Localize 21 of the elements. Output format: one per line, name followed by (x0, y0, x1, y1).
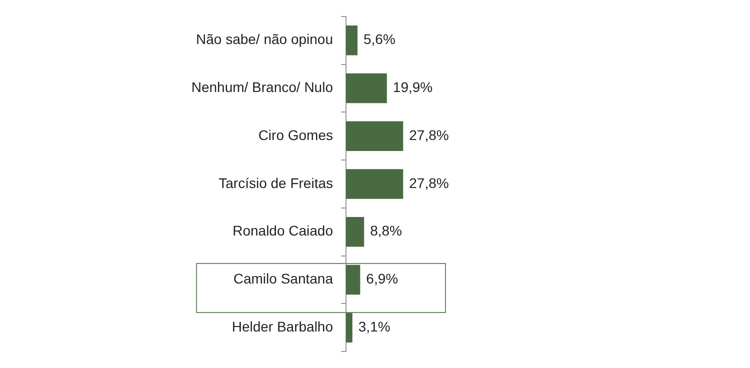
y-tick-label: Helder Barbalho (232, 318, 334, 335)
bar (346, 169, 404, 199)
data-label: 19,9% (392, 79, 433, 96)
data-label: 5,6% (364, 31, 396, 48)
y-tick-label: Ciro Gomes (258, 126, 333, 143)
y-tick-label: Tarcísio de Freitas (218, 174, 333, 191)
bar (346, 73, 387, 104)
y-tick-label: Camilo Santana (233, 270, 334, 287)
bar (346, 312, 352, 342)
data-label: 27,8% (409, 174, 449, 191)
data-label: 6,9% (366, 270, 398, 287)
bar (346, 121, 404, 151)
y-tick-label: Ronaldo Caiado (232, 222, 334, 239)
data-label: 27,8% (409, 126, 449, 143)
data-label: 3,1% (358, 318, 390, 335)
bar (346, 217, 364, 247)
data-label: 8,8% (370, 222, 402, 239)
bar (346, 26, 358, 56)
bar (346, 264, 360, 295)
y-tick-label: Nenhum/ Branco/ Nulo (191, 79, 334, 96)
y-tick-label: Não sabe/ não opinou (196, 31, 333, 48)
